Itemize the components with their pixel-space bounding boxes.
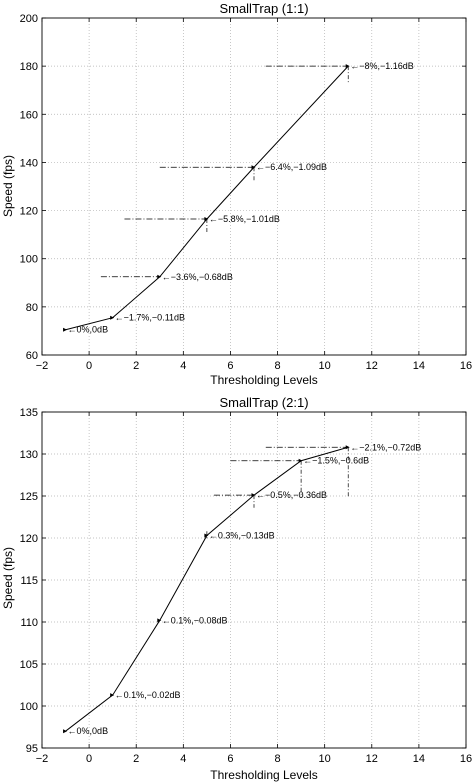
data-point-marker — [204, 533, 209, 538]
x-tick-label: 8 — [274, 360, 280, 372]
x-axis-label: Thresholding Levels — [210, 768, 317, 782]
data-point-marker — [110, 693, 115, 698]
y-tick-label: 105 — [20, 659, 38, 671]
y-tick-label: 140 — [20, 157, 38, 169]
series-line — [65, 65, 349, 331]
y-axis-label: Speed (fps) — [1, 547, 15, 609]
x-tick-label: 6 — [227, 360, 233, 372]
y-tick-label: 160 — [20, 109, 38, 121]
y-axis-label: Speed (fps) — [1, 155, 15, 217]
data-point-label: ←0.1%,−0.02dB — [115, 690, 181, 700]
data-point-marker — [110, 315, 115, 320]
y-tick-label: 120 — [20, 533, 38, 545]
data-point-marker — [63, 327, 68, 332]
x-tick-label: 16 — [460, 360, 472, 372]
data-point-label: ←0.1%,−0.08dB — [162, 615, 228, 625]
data-point-marker — [345, 64, 350, 69]
x-tick-label: 4 — [180, 753, 186, 765]
x-tick-label: 6 — [227, 753, 233, 765]
x-tick-label: 10 — [319, 753, 331, 765]
y-tick-label: 135 — [20, 407, 38, 419]
y-tick-label: 80 — [26, 302, 38, 314]
x-tick-label: 0 — [86, 753, 92, 765]
data-point-label: ←−8%,−1.16dB — [350, 61, 414, 71]
data-point-marker — [251, 165, 256, 170]
chart-title: SmallTrap (1:1) — [219, 1, 308, 16]
data-point-marker — [157, 618, 162, 623]
data-point-marker — [298, 458, 303, 463]
x-tick-label: 12 — [366, 753, 378, 765]
y-tick-label: 60 — [26, 350, 38, 362]
x-tick-label: 12 — [366, 360, 378, 372]
data-point-label: ←−6.4%,−1.09dB — [256, 162, 327, 172]
x-tick-label: 4 — [180, 360, 186, 372]
data-point-label: ←−1.7%,−0.11dB — [115, 313, 185, 323]
data-point-label: ←−2.1%,−0.72dB — [350, 442, 421, 452]
y-tick-label: 130 — [20, 449, 38, 461]
x-tick-label: 14 — [413, 753, 425, 765]
x-axis-label: Thresholding Levels — [210, 373, 317, 387]
x-tick-label: 2 — [133, 753, 139, 765]
y-tick-label: 95 — [26, 743, 38, 755]
x-tick-label: 8 — [274, 753, 280, 765]
data-point-label: ←0%,0dB — [68, 726, 109, 736]
x-tick-label: −2 — [36, 360, 49, 372]
x-tick-label: 10 — [319, 360, 331, 372]
chart-bottom: SmallTrap (2:1) Thresholding Levels Spee… — [1, 395, 472, 782]
data-point-marker — [157, 274, 162, 279]
chart-title: SmallTrap (2:1) — [219, 395, 308, 410]
y-tick-label: 115 — [20, 575, 38, 587]
x-tick-label: 14 — [413, 360, 425, 372]
data-point-marker — [204, 216, 209, 221]
x-tick-label: −2 — [36, 753, 49, 765]
x-tick-label: 2 — [133, 360, 139, 372]
chart-top: SmallTrap (1:1) Thresholding Levels Spee… — [1, 1, 472, 387]
data-point-marker — [63, 729, 68, 734]
y-tick-label: 120 — [20, 206, 38, 218]
y-tick-label: 200 — [20, 13, 38, 25]
axes-frame — [41, 17, 467, 356]
data-point-label: ←0.3%,−0.13dB — [209, 530, 275, 540]
y-tick-label: 100 — [20, 701, 38, 713]
y-tick-label: 110 — [20, 617, 38, 629]
y-tick-label: 180 — [20, 61, 38, 73]
x-tick-label: 0 — [86, 360, 92, 372]
data-point-marker — [345, 445, 350, 450]
data-point-label: ←−0.5%,−0.36dB — [256, 490, 327, 500]
data-point-label: ←−3.6%,−0.68dB — [162, 272, 233, 282]
data-point-label: ←0%,0dB — [68, 325, 109, 335]
data-point-marker — [251, 493, 256, 498]
data-point-label: ←−1.5%,−0.6dB — [303, 456, 369, 466]
data-point-label: ←−5.8%,−1.01dB — [209, 214, 280, 224]
y-tick-label: 100 — [20, 254, 38, 266]
x-tick-label: 16 — [460, 753, 472, 765]
y-tick-label: 125 — [20, 491, 38, 503]
